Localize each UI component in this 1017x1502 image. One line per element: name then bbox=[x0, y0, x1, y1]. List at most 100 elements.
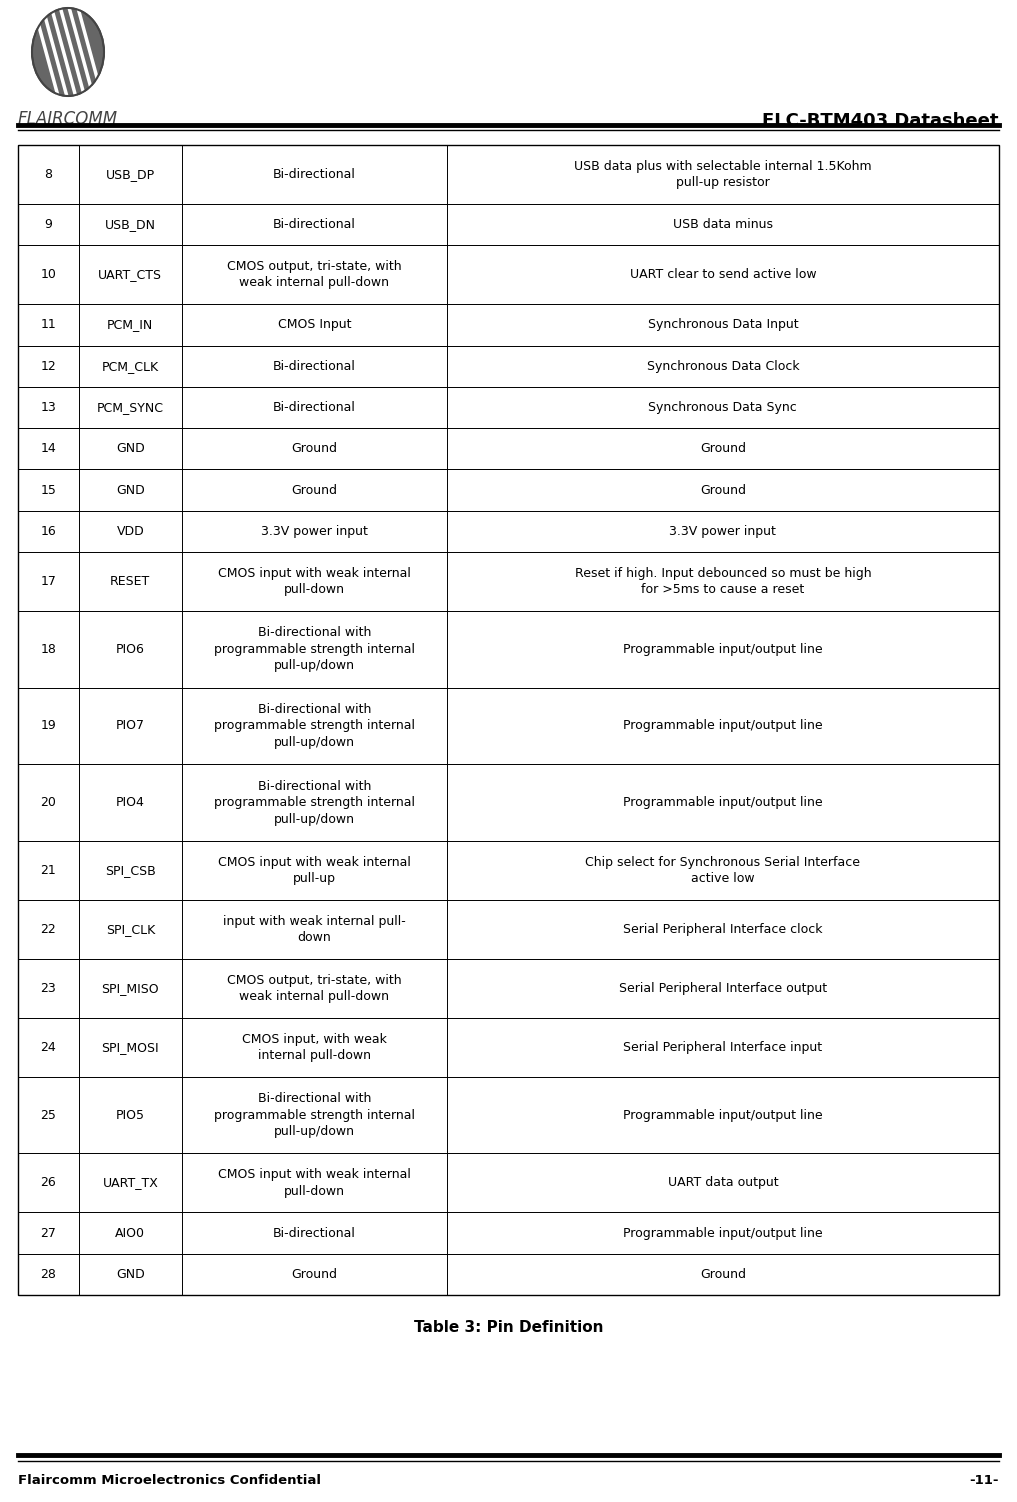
Text: RESET: RESET bbox=[110, 575, 151, 587]
Text: AIO0: AIO0 bbox=[115, 1227, 145, 1239]
Ellipse shape bbox=[32, 8, 104, 96]
Text: Ground: Ground bbox=[700, 1268, 745, 1281]
Text: Bi-directional with
programmable strength internal
pull-up/down: Bi-directional with programmable strengt… bbox=[214, 626, 415, 673]
Text: 12: 12 bbox=[41, 359, 56, 372]
Text: USB_DP: USB_DP bbox=[106, 168, 155, 180]
Text: SPI_CLK: SPI_CLK bbox=[106, 922, 155, 936]
Bar bbox=[18, 1077, 999, 1154]
Text: FLC-BTM403 Datasheet: FLC-BTM403 Datasheet bbox=[763, 113, 999, 131]
Text: Bi-directional: Bi-directional bbox=[273, 218, 356, 231]
Text: 9: 9 bbox=[45, 218, 52, 231]
Text: VDD: VDD bbox=[117, 524, 144, 538]
Text: CMOS output, tri-state, with
weak internal pull-down: CMOS output, tri-state, with weak intern… bbox=[227, 973, 402, 1003]
Text: FLAIRCOMM: FLAIRCOMM bbox=[18, 110, 118, 128]
Text: Bi-directional: Bi-directional bbox=[273, 168, 356, 180]
Text: 27: 27 bbox=[41, 1227, 56, 1239]
Text: Programmable input/output line: Programmable input/output line bbox=[623, 796, 823, 810]
Text: 21: 21 bbox=[41, 864, 56, 877]
Bar bbox=[18, 146, 999, 204]
Bar bbox=[18, 388, 999, 428]
Bar bbox=[18, 551, 999, 611]
Text: CMOS output, tri-state, with
weak internal pull-down: CMOS output, tri-state, with weak intern… bbox=[227, 260, 402, 290]
Text: 15: 15 bbox=[41, 484, 56, 497]
Text: Synchronous Data Sync: Synchronous Data Sync bbox=[649, 401, 797, 415]
Text: 20: 20 bbox=[41, 796, 56, 810]
Text: -11-: -11- bbox=[969, 1473, 999, 1487]
Text: 17: 17 bbox=[41, 575, 56, 587]
Text: Synchronous Data Input: Synchronous Data Input bbox=[648, 318, 798, 332]
Text: CMOS Input: CMOS Input bbox=[278, 318, 351, 332]
Text: UART_TX: UART_TX bbox=[103, 1176, 159, 1190]
Bar bbox=[18, 1254, 999, 1295]
Text: SPI_MOSI: SPI_MOSI bbox=[102, 1041, 159, 1054]
Text: Bi-directional with
programmable strength internal
pull-up/down: Bi-directional with programmable strengt… bbox=[214, 1092, 415, 1139]
Text: 22: 22 bbox=[41, 922, 56, 936]
Text: 10: 10 bbox=[41, 269, 56, 281]
Text: Bi-directional: Bi-directional bbox=[273, 1227, 356, 1239]
Text: Ground: Ground bbox=[700, 484, 745, 497]
Text: 28: 28 bbox=[41, 1268, 56, 1281]
Bar bbox=[18, 305, 999, 345]
Text: Bi-directional: Bi-directional bbox=[273, 401, 356, 415]
Bar bbox=[18, 611, 999, 688]
Bar bbox=[18, 428, 999, 469]
Bar bbox=[18, 1154, 999, 1212]
Text: Serial Peripheral Interface input: Serial Peripheral Interface input bbox=[623, 1041, 823, 1054]
Text: Ground: Ground bbox=[291, 442, 338, 455]
Text: 3.3V power input: 3.3V power input bbox=[260, 524, 368, 538]
Text: 16: 16 bbox=[41, 524, 56, 538]
Text: CMOS input with weak internal
pull-down: CMOS input with weak internal pull-down bbox=[218, 566, 411, 596]
Text: 3.3V power input: 3.3V power input bbox=[669, 524, 776, 538]
Text: Chip select for Synchronous Serial Interface
active low: Chip select for Synchronous Serial Inter… bbox=[586, 856, 860, 885]
Bar bbox=[18, 841, 999, 900]
Bar bbox=[18, 1018, 999, 1077]
Bar bbox=[18, 204, 999, 245]
Text: PCM_SYNC: PCM_SYNC bbox=[97, 401, 164, 415]
Text: PIO5: PIO5 bbox=[116, 1108, 144, 1122]
Bar bbox=[18, 345, 999, 388]
Text: PCM_IN: PCM_IN bbox=[107, 318, 154, 332]
Text: Reset if high. Input debounced so must be high
for >5ms to cause a reset: Reset if high. Input debounced so must b… bbox=[575, 566, 872, 596]
Text: Programmable input/output line: Programmable input/output line bbox=[623, 643, 823, 656]
Text: PIO4: PIO4 bbox=[116, 796, 144, 810]
Bar bbox=[18, 245, 999, 305]
Text: 26: 26 bbox=[41, 1176, 56, 1190]
Bar bbox=[18, 765, 999, 841]
Text: CMOS input with weak internal
pull-down: CMOS input with weak internal pull-down bbox=[218, 1169, 411, 1197]
Text: Serial Peripheral Interface output: Serial Peripheral Interface output bbox=[618, 982, 827, 994]
Text: UART data output: UART data output bbox=[667, 1176, 778, 1190]
Text: SPI_MISO: SPI_MISO bbox=[102, 982, 159, 994]
Text: Ground: Ground bbox=[291, 484, 338, 497]
Text: 23: 23 bbox=[41, 982, 56, 994]
Bar bbox=[18, 469, 999, 511]
Text: GND: GND bbox=[116, 484, 144, 497]
Text: Bi-directional with
programmable strength internal
pull-up/down: Bi-directional with programmable strengt… bbox=[214, 780, 415, 826]
Text: 25: 25 bbox=[41, 1108, 56, 1122]
Text: PIO6: PIO6 bbox=[116, 643, 144, 656]
Text: 18: 18 bbox=[41, 643, 56, 656]
Text: Flaircomm Microelectronics Confidential: Flaircomm Microelectronics Confidential bbox=[18, 1473, 321, 1487]
Text: Programmable input/output line: Programmable input/output line bbox=[623, 1227, 823, 1239]
Text: UART_CTS: UART_CTS bbox=[99, 269, 163, 281]
Text: SPI_CSB: SPI_CSB bbox=[105, 864, 156, 877]
Text: input with weak internal pull-
down: input with weak internal pull- down bbox=[223, 915, 406, 945]
Bar bbox=[18, 958, 999, 1018]
Text: 14: 14 bbox=[41, 442, 56, 455]
Text: Ground: Ground bbox=[291, 1268, 338, 1281]
Text: 13: 13 bbox=[41, 401, 56, 415]
Bar bbox=[18, 146, 999, 1295]
Text: USB data minus: USB data minus bbox=[673, 218, 773, 231]
Text: UART clear to send active low: UART clear to send active low bbox=[630, 269, 817, 281]
Text: Bi-directional with
programmable strength internal
pull-up/down: Bi-directional with programmable strengt… bbox=[214, 703, 415, 749]
Text: USB_DN: USB_DN bbox=[105, 218, 156, 231]
Text: GND: GND bbox=[116, 442, 144, 455]
Text: 8: 8 bbox=[45, 168, 53, 180]
Text: 24: 24 bbox=[41, 1041, 56, 1054]
Text: Serial Peripheral Interface clock: Serial Peripheral Interface clock bbox=[623, 922, 823, 936]
Text: Programmable input/output line: Programmable input/output line bbox=[623, 719, 823, 733]
Bar bbox=[18, 511, 999, 551]
Bar bbox=[18, 900, 999, 958]
Bar bbox=[18, 1212, 999, 1254]
Text: GND: GND bbox=[116, 1268, 144, 1281]
Text: USB data plus with selectable internal 1.5Kohm
pull-up resistor: USB data plus with selectable internal 1… bbox=[574, 159, 872, 189]
